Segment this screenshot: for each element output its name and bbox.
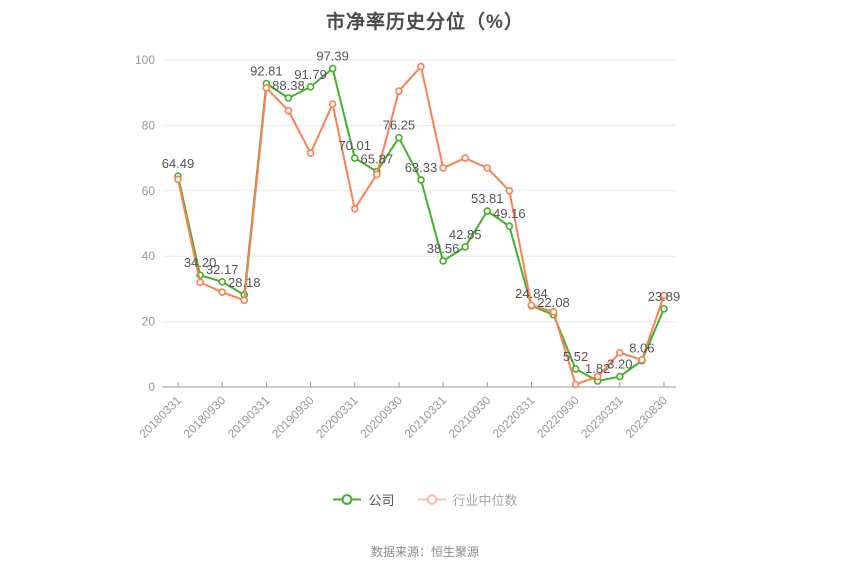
data-point-marker[interactable] xyxy=(328,64,337,73)
x-tick-label: 20220331 xyxy=(490,393,538,441)
company-line-marker-icon xyxy=(333,494,362,505)
chart-title: 市净率历史分位（%） xyxy=(326,12,524,33)
point-value-label: 53.81 xyxy=(471,191,504,206)
x-tick-label: 20200331 xyxy=(313,393,361,441)
point-value-label: 64.49 xyxy=(162,156,195,171)
point-value-label: 42.85 xyxy=(449,227,482,242)
x-tick-label: 20210930 xyxy=(446,393,494,441)
x-tick-label: 20210331 xyxy=(402,393,450,441)
point-value-label: 5.52 xyxy=(563,349,588,364)
y-tick-label: 20 xyxy=(142,315,156,329)
data-point-marker[interactable] xyxy=(660,291,668,300)
point-value-label: 24.84 xyxy=(515,286,548,301)
data-point-marker[interactable] xyxy=(328,100,337,108)
y-tick-label: 40 xyxy=(142,249,156,263)
data-point-marker[interactable] xyxy=(395,87,403,95)
data-point-marker[interactable] xyxy=(593,372,602,381)
point-value-label: 28.18 xyxy=(228,275,261,290)
x-tick-label: 20190331 xyxy=(225,393,273,441)
y-tick-label: 60 xyxy=(142,184,156,198)
data-point-marker[interactable] xyxy=(417,62,425,71)
data-point-marker[interactable] xyxy=(505,187,514,195)
plot-area: 0 20 40 60 80 100 2018033120180930201903312019… xyxy=(135,49,681,441)
data-point-marker[interactable] xyxy=(439,257,447,265)
data-point-marker[interactable] xyxy=(483,207,492,215)
data-point-marker[interactable] xyxy=(660,305,668,313)
x-tick-label: 20190930 xyxy=(269,393,317,441)
data-point-marker[interactable] xyxy=(549,307,558,316)
x-tick-label: 20230830 xyxy=(622,393,670,441)
data-point-marker[interactable] xyxy=(571,365,580,373)
y-tick-label: 80 xyxy=(142,118,156,132)
data-point-marker[interactable] xyxy=(395,133,403,142)
data-point-marker[interactable] xyxy=(306,149,315,157)
data-point-marker[interactable] xyxy=(218,288,226,296)
data-point-marker[interactable] xyxy=(262,83,271,92)
data-point-marker[interactable] xyxy=(373,170,381,179)
point-value-label: 49.16 xyxy=(493,206,526,221)
data-point-marker[interactable] xyxy=(284,94,293,102)
point-value-label: 8.06 xyxy=(629,341,654,356)
data-point-marker[interactable] xyxy=(483,164,492,172)
point-value-label: 92.81 xyxy=(250,64,283,79)
legend-label-industry-median: 行业中位数 xyxy=(452,493,518,508)
series-industry-median xyxy=(174,62,668,389)
data-point-marker[interactable] xyxy=(306,83,315,91)
point-value-label: 32.17 xyxy=(206,262,239,277)
data-point-marker[interactable] xyxy=(218,278,226,286)
x-tick-label: 20180331 xyxy=(136,393,184,441)
industry-median-line-marker-icon xyxy=(417,494,446,505)
data-point-marker[interactable] xyxy=(571,380,580,389)
x-tick-label: 20180930 xyxy=(181,393,229,441)
point-value-label: 1.82 xyxy=(585,361,610,376)
series-group xyxy=(174,62,668,389)
data-point-marker[interactable] xyxy=(417,176,425,184)
series-company xyxy=(174,64,668,385)
point-value-label: 22.08 xyxy=(537,295,570,310)
point-value-label: 63.33 xyxy=(405,160,438,175)
y-tick-label: 100 xyxy=(135,53,155,67)
point-value-label: 88.38 xyxy=(272,78,305,93)
data-point-marker[interactable] xyxy=(461,154,469,162)
x-tick-label: 20200930 xyxy=(357,393,405,441)
legend-marker xyxy=(342,494,353,505)
data-point-marker[interactable] xyxy=(240,296,249,305)
axes: 0 20 40 60 80 100 2018033120180930201903312019… xyxy=(135,53,670,441)
data-point-marker[interactable] xyxy=(615,372,624,381)
x-tick-label: 20230331 xyxy=(578,393,626,441)
point-value-label: 76.25 xyxy=(383,118,416,133)
legend-item-industry-median[interactable]: 行业中位数 xyxy=(417,490,518,509)
data-point-marker[interactable] xyxy=(196,278,204,287)
legend: 公司 行业中位数 xyxy=(0,490,850,509)
legend-marker xyxy=(426,494,437,505)
point-value-label: 97.39 xyxy=(316,49,349,64)
data-point-marker[interactable] xyxy=(350,154,359,162)
series-line xyxy=(177,67,665,383)
data-point-marker[interactable] xyxy=(174,175,182,184)
point-value-label: 91.79 xyxy=(294,67,327,82)
point-value-label: 65.87 xyxy=(361,152,394,167)
data-source-note: 数据来源：恒生聚源 xyxy=(370,545,479,559)
y-tick-label: 0 xyxy=(148,380,155,394)
point-value-label: 23.89 xyxy=(648,289,681,304)
x-tick-label: 20220930 xyxy=(534,393,582,441)
data-point-marker[interactable] xyxy=(527,301,536,310)
point-value-label: 3.20 xyxy=(607,357,632,372)
data-point-marker[interactable] xyxy=(505,222,514,231)
legend-label-company: 公司 xyxy=(368,493,395,508)
data-point-marker[interactable] xyxy=(615,348,624,357)
data-point-marker[interactable] xyxy=(638,356,646,364)
grid xyxy=(162,59,676,388)
legend-item-company[interactable]: 公司 xyxy=(332,490,395,509)
data-point-marker[interactable] xyxy=(284,106,293,115)
data-point-marker[interactable] xyxy=(439,164,447,172)
data-point-marker[interactable] xyxy=(461,243,469,251)
point-value-label: 70.01 xyxy=(338,138,371,153)
point-value-label: 38.56 xyxy=(427,241,460,256)
data-point-marker[interactable] xyxy=(350,204,359,213)
point-value-label: 34.20 xyxy=(184,255,217,270)
